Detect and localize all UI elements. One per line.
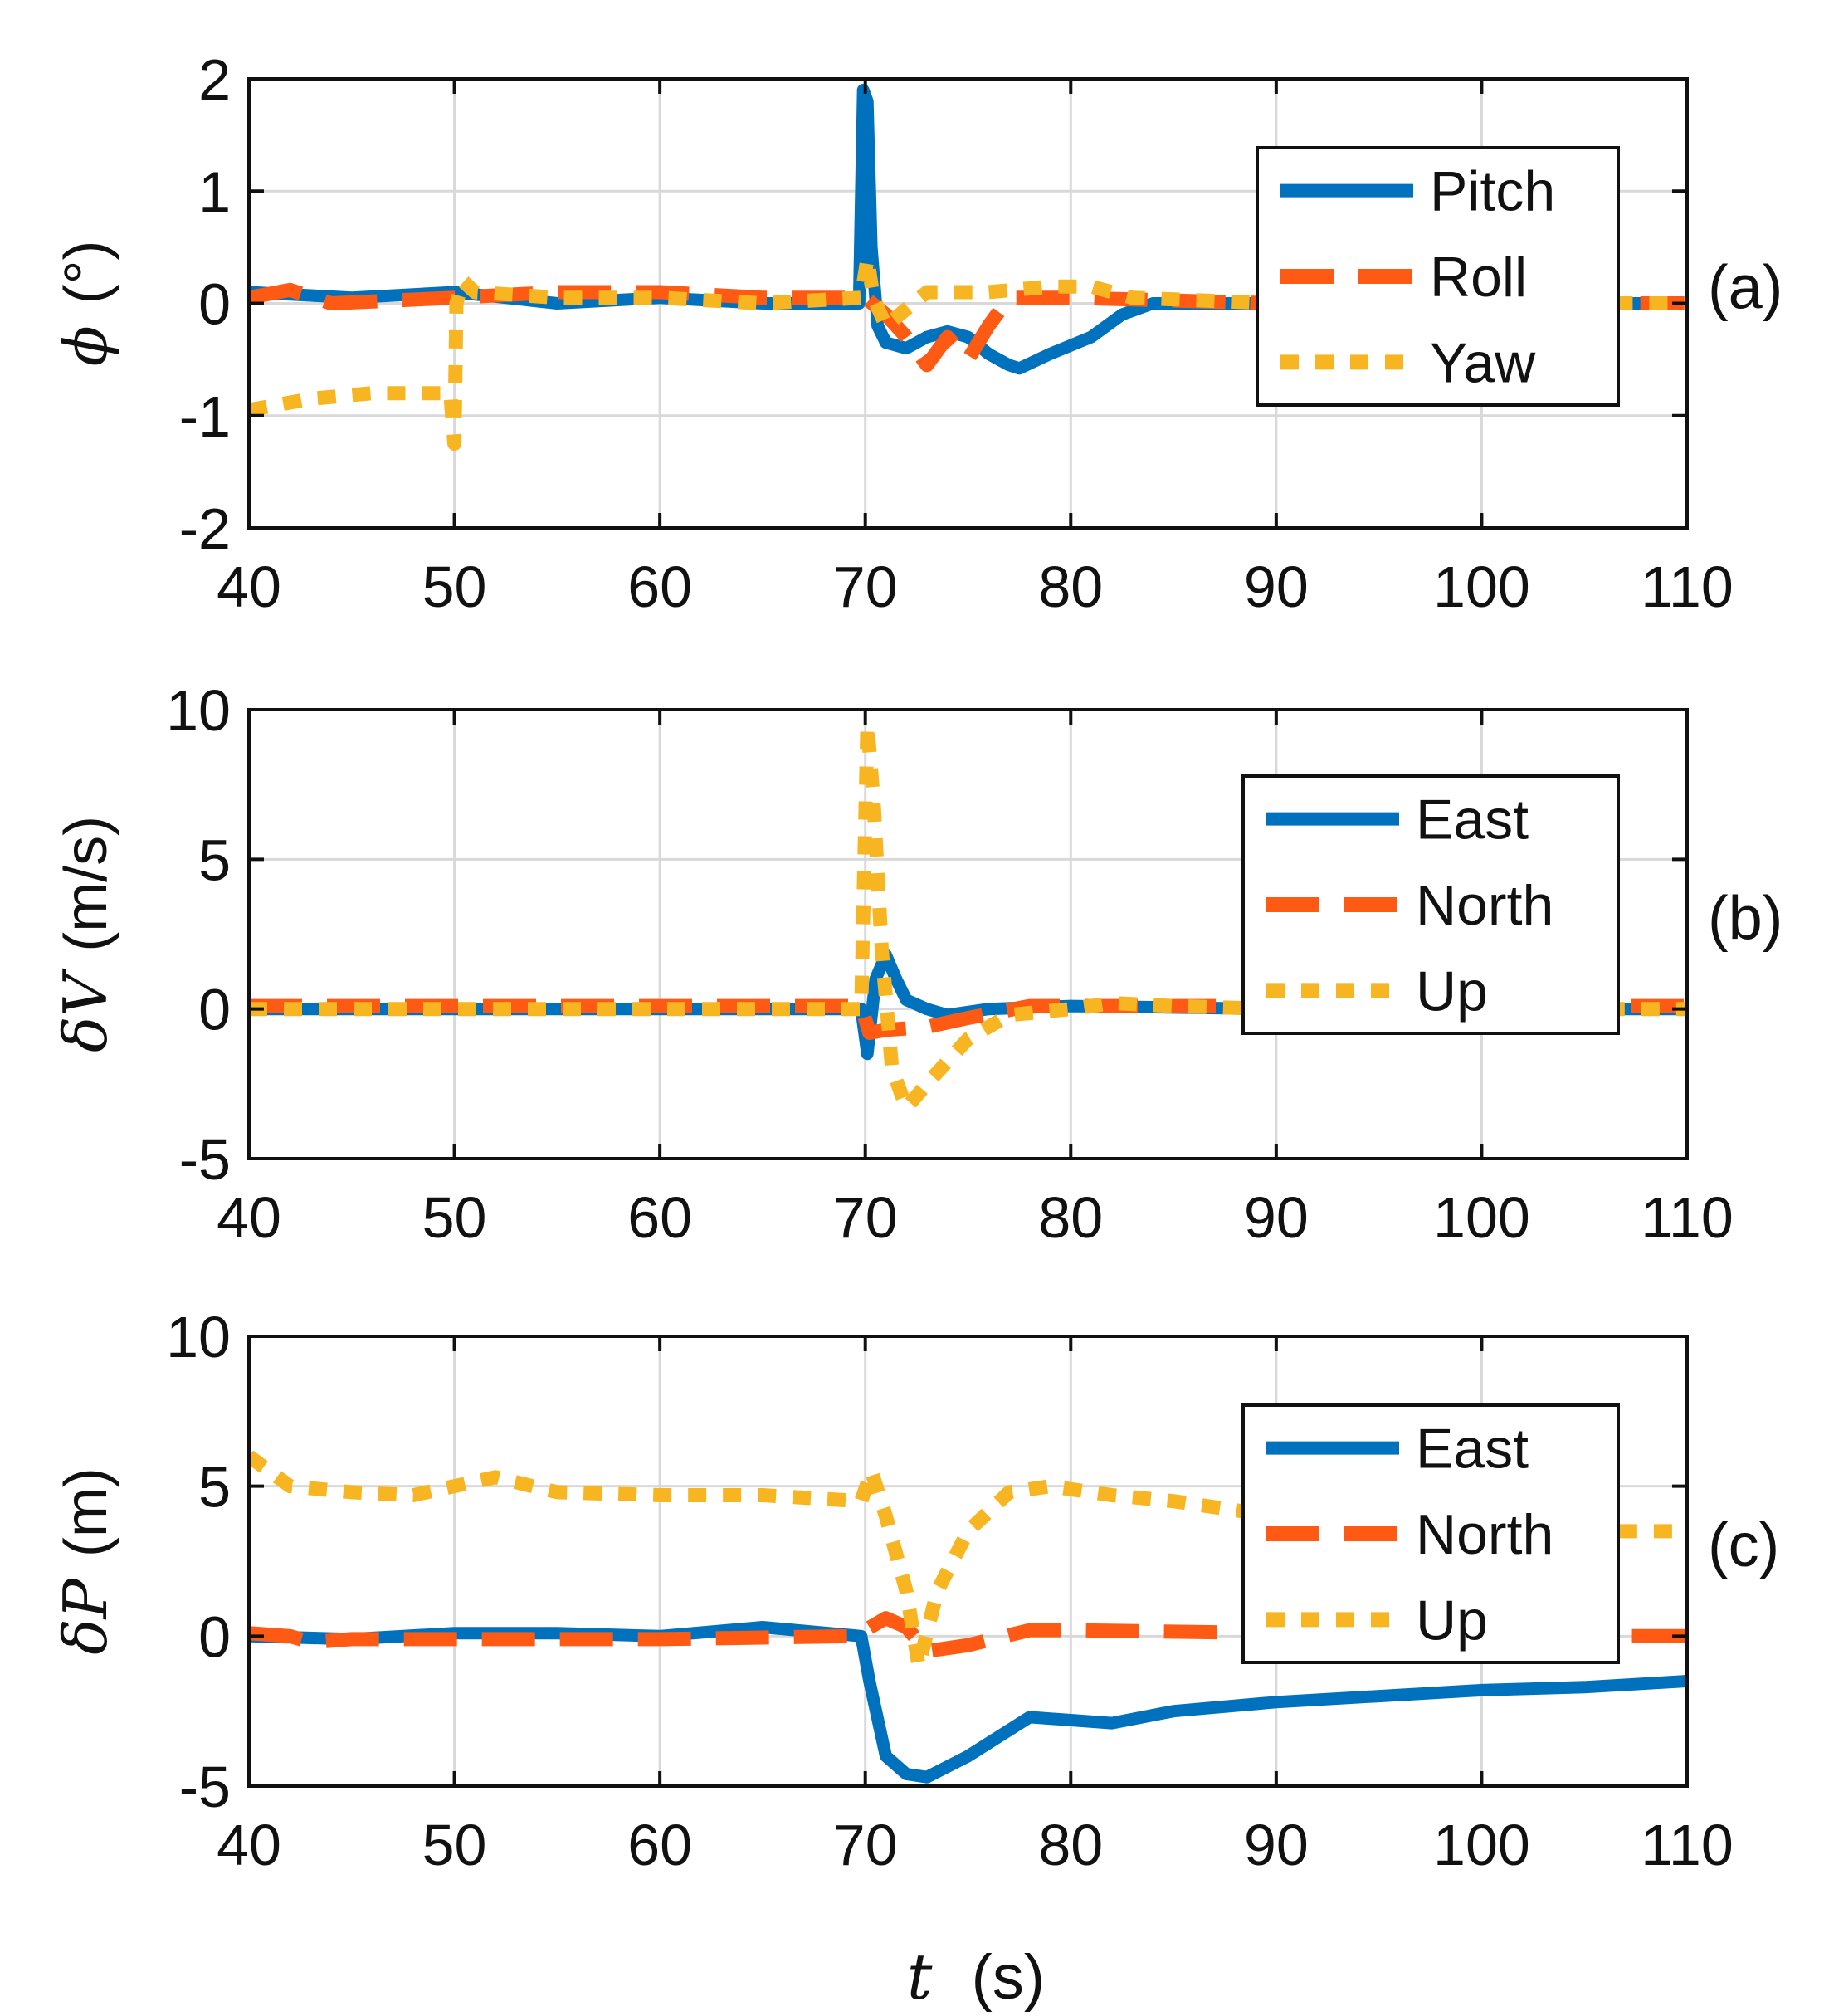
chart-1-xtick-label-4: 80 xyxy=(1038,1185,1103,1250)
chart-0-xtick-label-4: 80 xyxy=(1038,554,1103,619)
chart-2-ytick-label-1: 0 xyxy=(198,1604,231,1669)
chart-2-legend: East North Up xyxy=(1241,1403,1620,1664)
chart-0-series-group xyxy=(249,84,1687,452)
chart-0-xtick-label-3: 70 xyxy=(833,554,898,619)
chart-0-ytick-label-0: -2 xyxy=(179,496,231,561)
chart-2-xtick-label-1: 50 xyxy=(422,1813,487,1877)
chart-1-axes-box xyxy=(247,708,1689,1160)
chart-0-xtick-label-2: 60 xyxy=(627,554,692,619)
chart-2-xtick-label-3: 70 xyxy=(833,1813,898,1877)
x-axis-label: t (s) xyxy=(907,1940,1045,2014)
chart-2-ytick-label-2: 5 xyxy=(198,1455,231,1520)
chart-0-series-roll xyxy=(249,282,1687,373)
chart-1-y-axis-label: δV (m/s) xyxy=(51,816,120,1052)
chart-0-y-axis-symbol: ϕ xyxy=(51,325,120,366)
chart-0-ytick-label-4: 2 xyxy=(198,47,231,112)
x-axis-symbol: t xyxy=(907,1940,933,2014)
chart-0-xtick-label-6: 100 xyxy=(1433,554,1530,619)
chart-1-xtick-label-1: 50 xyxy=(422,1185,487,1250)
chart-2-xtick-label-6: 100 xyxy=(1433,1813,1530,1877)
chart-2-legend-label-up: Up xyxy=(1416,1589,1488,1652)
chart-2-series-group xyxy=(249,1450,1687,1784)
chart-2-y-axis-symbol: δP xyxy=(51,1578,120,1655)
x-axis-unit: (s) xyxy=(972,1942,1046,2013)
chart-1-xtick-label-7: 110 xyxy=(1641,1185,1734,1250)
chart-1-y-axis-symbol: δV xyxy=(51,968,120,1052)
chart-1-legend: East North Up xyxy=(1241,774,1620,1035)
chart-2-axes-box xyxy=(247,1335,1689,1788)
chart-2-series-north xyxy=(249,1611,1687,1658)
panel-c: 40 50 60 70 80 90 100 110 -5 0 5 10 δP (m) (c) East Nort… xyxy=(51,1305,1779,1877)
chart-1-xtick-label-2: 60 xyxy=(627,1185,692,1250)
chart-1-ytick-label-3: 10 xyxy=(166,678,231,743)
chart-0-legend-label-pitch: Pitch xyxy=(1430,160,1555,223)
chart-0-legend-label-yaw: Yaw xyxy=(1430,331,1536,394)
chart-2-series-up xyxy=(249,1450,1687,1673)
chart-0-legend-label-roll: Roll xyxy=(1430,246,1527,309)
panel-a: 40 50 60 70 80 90 100 110 -2 -1 0 1 2 ϕ (°) (a) Pitch Rol… xyxy=(51,47,1783,619)
chart-1-legend-label-north: North xyxy=(1416,874,1553,937)
chart-1-legend-label-east: East xyxy=(1416,788,1529,852)
chart-1-xtick-label-3: 70 xyxy=(833,1185,898,1250)
chart-0-xtick-label-0: 40 xyxy=(217,554,281,619)
chart-1-panel-tag: (b) xyxy=(1708,884,1783,953)
chart-0-legend: Pitch Roll Yaw xyxy=(1256,146,1620,407)
chart-1-ytick-label-2: 5 xyxy=(198,827,231,892)
panel-b: 40 50 60 70 80 90 100 110 -5 0 5 10 δV (m/s) (b) East No… xyxy=(51,678,1783,1250)
chart-2-ytick-label-3: 10 xyxy=(166,1305,231,1369)
chart-0-series-yaw xyxy=(249,251,1687,452)
chart-0-y-axis-label: ϕ (°) xyxy=(51,241,120,367)
chart-0-panel-tag: (a) xyxy=(1708,253,1783,322)
chart-0-xtick-label-1: 50 xyxy=(422,554,487,619)
chart-2-xtick-label-2: 60 xyxy=(627,1813,692,1877)
chart-0-ytick-label-2: 0 xyxy=(198,272,231,337)
chart-2-xtick-label-4: 80 xyxy=(1038,1813,1103,1877)
chart-0-ytick-label-3: 1 xyxy=(198,159,231,224)
chart-1-y-axis-unit: (m/s) xyxy=(53,816,119,952)
chart-2-ytick-label-0: -5 xyxy=(179,1755,231,1819)
chart-1-series-group xyxy=(249,717,1687,1115)
chart-0-y-axis-unit: (°) xyxy=(53,241,119,305)
chart-1-xtick-label-0: 40 xyxy=(217,1185,281,1250)
chart-2-legend-label-north: North xyxy=(1416,1503,1553,1566)
chart-2-xtick-label-5: 90 xyxy=(1244,1813,1309,1877)
chart-0-xtick-label-5: 90 xyxy=(1244,554,1309,619)
chart-0-xtick-label-7: 110 xyxy=(1641,554,1734,619)
chart-2-xtick-label-7: 110 xyxy=(1641,1813,1734,1877)
chart-2-y-axis-unit: (m) xyxy=(53,1467,119,1557)
chart-2-legend-label-east: East xyxy=(1416,1418,1529,1481)
chart-0-ytick-label-1: -1 xyxy=(179,384,231,449)
chart-1-ytick-label-0: -5 xyxy=(179,1127,231,1192)
chart-1-xtick-label-5: 90 xyxy=(1244,1185,1309,1250)
chart-1-legend-label-up: Up xyxy=(1416,959,1488,1023)
chart-1-xtick-label-6: 100 xyxy=(1433,1185,1530,1250)
chart-2-xtick-label-0: 40 xyxy=(217,1813,281,1877)
chart-2-y-axis-label: δP (m) xyxy=(51,1467,120,1655)
chart-1-ytick-label-1: 0 xyxy=(198,978,231,1042)
chart-2-panel-tag: (c) xyxy=(1708,1511,1779,1579)
chart-1-series-up xyxy=(249,717,1687,1115)
